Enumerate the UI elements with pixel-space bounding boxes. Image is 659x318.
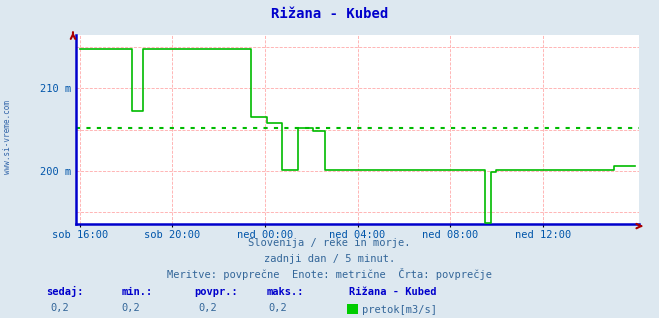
Text: www.si-vreme.com: www.si-vreme.com (3, 100, 13, 174)
Text: Rižana - Kubed: Rižana - Kubed (271, 7, 388, 21)
Text: Meritve: povprečne  Enote: metrične  Črta: povprečje: Meritve: povprečne Enote: metrične Črta:… (167, 268, 492, 280)
Text: sedaj:: sedaj: (46, 286, 84, 297)
Text: 0,2: 0,2 (50, 303, 69, 313)
Text: 0,2: 0,2 (199, 303, 217, 313)
Text: 0,2: 0,2 (269, 303, 287, 313)
Text: Rižana - Kubed: Rižana - Kubed (349, 287, 437, 297)
Text: Slovenija / reke in morje.: Slovenija / reke in morje. (248, 238, 411, 248)
Text: 0,2: 0,2 (121, 303, 140, 313)
Text: pretok[m3/s]: pretok[m3/s] (362, 305, 437, 315)
Text: povpr.:: povpr.: (194, 287, 238, 297)
Text: min.:: min.: (122, 287, 153, 297)
Text: zadnji dan / 5 minut.: zadnji dan / 5 minut. (264, 254, 395, 264)
Text: maks.:: maks.: (267, 287, 304, 297)
